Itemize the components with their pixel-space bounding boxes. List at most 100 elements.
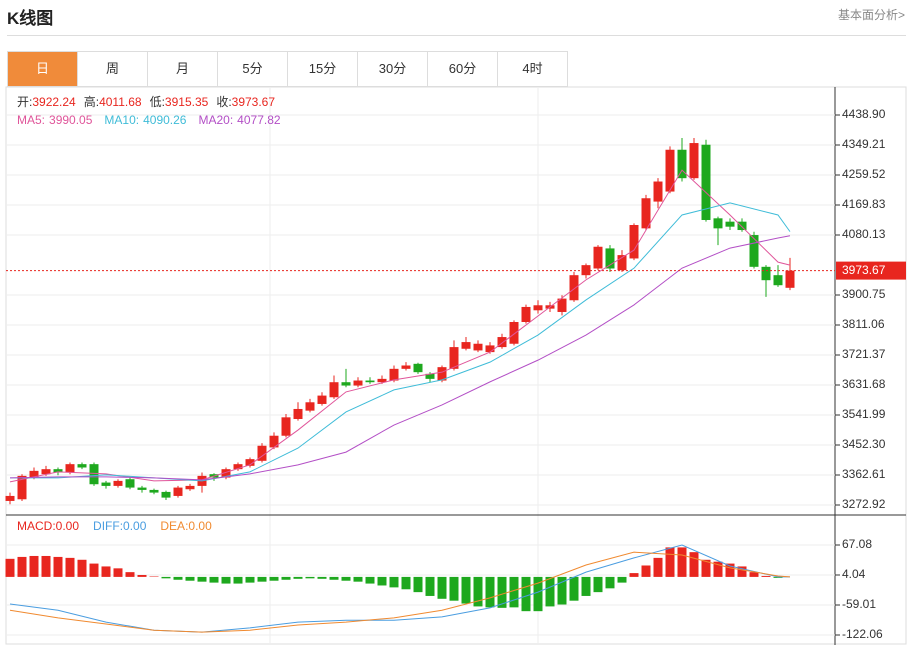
macd-bar [89,563,99,577]
macd-bar [269,576,279,581]
macd-bar [317,576,327,579]
macd-bar [173,576,183,580]
candle-body [401,365,411,369]
candle-body [617,255,627,271]
macd-bar [665,547,675,577]
legend-text: 0.00 [56,519,80,533]
candle-body [233,464,243,470]
candle-body [629,225,639,259]
legend-text: 收: [216,95,231,109]
header-divider [7,35,906,36]
candle-body [137,487,147,490]
legend-text: DIFF: [93,519,123,533]
legend-text: 低: [150,95,165,109]
candle-body [713,218,723,229]
macd-bar [233,576,243,584]
candle-body [101,482,111,486]
macd-bar [101,566,111,577]
ma-line [10,202,791,482]
macd-bar [77,559,87,577]
candle-body [221,469,231,478]
y-tick-label: 3721.37 [842,347,886,361]
macd-bar [425,576,435,596]
candle-body [425,373,435,379]
legend-text: MA20: [198,113,233,127]
candle-body [485,345,495,353]
macd-bar [185,576,195,581]
candle-body [281,417,291,436]
macd-bar [677,547,687,577]
candle-body [53,469,63,473]
macd-bar [245,576,255,583]
macd-bar [485,576,495,608]
y-tick-label: -122.06 [842,627,883,641]
macd-bar [353,576,363,582]
macd-bar [713,561,723,577]
macd-bar [473,576,483,607]
macd-bar [365,576,375,584]
legend-text: MACD: [17,519,56,533]
chart-frame [5,86,907,645]
candle-body [773,275,783,286]
macd-bar [125,572,135,577]
y-tick-label: 4349.21 [842,137,886,151]
candle-body [605,248,615,269]
macd-bar [65,557,75,577]
macd-bar [389,576,399,588]
candle-body [125,479,135,488]
candle-body [521,306,531,323]
candle-body [737,221,747,231]
candle-body [29,470,39,478]
macd-bar [497,576,507,608]
candle-body [41,469,51,475]
macd-bar [725,563,735,577]
candle-body [161,491,171,498]
legend-text: 开: [17,95,32,109]
candle-body [641,198,651,229]
macd-bar [689,552,699,577]
macd-bar [605,576,615,589]
legend-text: 4090.26 [143,113,187,127]
macd-bar [413,576,423,593]
legend-text: 3973.67 [232,95,276,109]
y-tick-label: 4169.83 [842,197,886,211]
candle-body [461,342,471,349]
candle-body [365,380,375,383]
legend-text: 3915.35 [165,95,209,109]
macd-bar [581,576,591,596]
period-tab[interactable]: 日 [8,52,78,87]
legend-text: 0.00 [123,519,147,533]
candle-body [665,149,675,192]
macd-bar [329,576,339,580]
legend-text: 0.00 [188,519,212,533]
candle-body [269,435,279,448]
candle-body [377,378,387,383]
macd-bar [461,576,471,604]
macd-bar [137,575,147,577]
candle-body [677,149,687,179]
macd-bar [41,555,51,577]
candle-body [389,368,399,381]
y-tick-label: 4259.52 [842,167,886,181]
candle-body [497,337,507,348]
ma-line [9,169,791,483]
macd-bar [401,576,411,590]
macd-bar [53,556,63,577]
candle-body [725,221,735,227]
legend-text: 4011.68 [99,95,142,109]
y-tick-label: 3631.68 [842,377,886,391]
macd-bar [257,576,267,582]
legend-text: 3990.05 [49,113,93,127]
macd-bar [437,576,447,599]
candle-body [185,485,195,490]
fundamental-link[interactable]: 基本面分析> [837,8,905,22]
y-tick-label: 4080.13 [842,227,886,241]
macd-bar [593,576,603,593]
legend-text: MA10: [104,113,139,127]
candle-body [785,270,795,288]
y-tick-label: 4.04 [842,567,866,581]
candle-body [413,363,423,373]
candle-body [761,266,771,281]
macd-bar [653,557,663,577]
